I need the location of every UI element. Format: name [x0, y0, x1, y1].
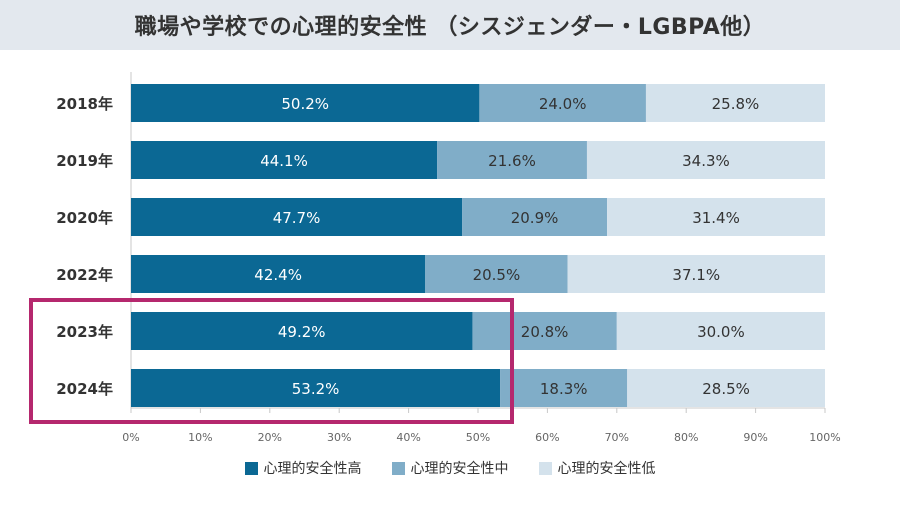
bar-segment [462, 198, 608, 236]
legend-swatch [391, 461, 405, 475]
bar-segment [131, 198, 463, 236]
bar-segment [472, 312, 617, 350]
legend-label: 心理的安全性中 [410, 461, 509, 477]
x-tick-label: 20% [258, 431, 282, 444]
title-bar: 職場や学校での心理的安全性 （シスジェンダー・LGBPA他） [0, 0, 900, 50]
y-category-label: 2023年 [56, 323, 113, 341]
bar-segment [586, 141, 825, 179]
x-tick-label: 100% [809, 431, 840, 444]
data-label: 21.6% [488, 152, 536, 170]
data-label: 20.8% [521, 323, 569, 341]
legend-swatch [244, 461, 258, 475]
data-label: 25.8% [712, 95, 760, 113]
bar-segment [425, 255, 568, 293]
x-tick-label: 30% [327, 431, 351, 444]
data-label: 18.3% [540, 380, 588, 398]
data-label: 24.0% [539, 95, 587, 113]
x-tick-label: 0% [122, 431, 139, 444]
legend-label: 心理的安全性高 [263, 461, 362, 477]
x-tick-label: 10% [188, 431, 212, 444]
bar-segment [607, 198, 825, 236]
data-label: 53.2% [292, 380, 340, 398]
data-label: 20.5% [473, 266, 521, 284]
legend-label: 心理的安全性低 [557, 461, 656, 477]
data-label: 31.4% [692, 209, 740, 227]
data-label: 47.7% [273, 209, 321, 227]
data-label: 37.1% [672, 266, 720, 284]
x-tick-label: 70% [605, 431, 629, 444]
x-tick-label: 60% [535, 431, 559, 444]
bar-segment [645, 84, 825, 122]
bar-segment [479, 84, 646, 122]
data-label: 28.5% [702, 380, 750, 398]
data-label: 30.0% [697, 323, 745, 341]
legend-item: 心理的安全性高 [244, 458, 362, 478]
x-tick-label: 50% [466, 431, 490, 444]
legend-item: 心理的安全性中 [391, 458, 509, 478]
y-category-label: 2022年 [56, 266, 113, 284]
bar-segment [131, 369, 501, 407]
highlight-box [29, 298, 514, 424]
bar-segment [131, 141, 438, 179]
bar-segment [500, 369, 628, 407]
x-tick-label: 80% [674, 431, 698, 444]
chart-title: 職場や学校での心理的安全性 （シスジェンダー・LGBPA他） [134, 15, 766, 40]
y-category-label: 2019年 [56, 152, 113, 170]
bar-segment [567, 255, 825, 293]
data-label: 50.2% [281, 95, 329, 113]
bar-segment [437, 141, 587, 179]
bar-segment [131, 312, 473, 350]
x-tick-label: 40% [396, 431, 420, 444]
bar-segment [616, 312, 825, 350]
y-category-label: 2020年 [56, 209, 113, 227]
bar-segment [131, 84, 480, 122]
bar-segment [131, 255, 426, 293]
legend-item: 心理的安全性低 [538, 458, 656, 478]
x-tick-label: 90% [743, 431, 767, 444]
data-label: 42.4% [254, 266, 302, 284]
y-category-label: 2024年 [56, 380, 113, 398]
data-label: 44.1% [260, 152, 308, 170]
data-label: 49.2% [278, 323, 326, 341]
data-label: 20.9% [511, 209, 559, 227]
legend: 心理的安全性高 心理的安全性中 心理的安全性低 [0, 456, 900, 480]
data-label: 34.3% [682, 152, 730, 170]
bar-segment [627, 369, 825, 407]
legend-swatch [538, 461, 552, 475]
y-category-label: 2018年 [56, 95, 113, 113]
